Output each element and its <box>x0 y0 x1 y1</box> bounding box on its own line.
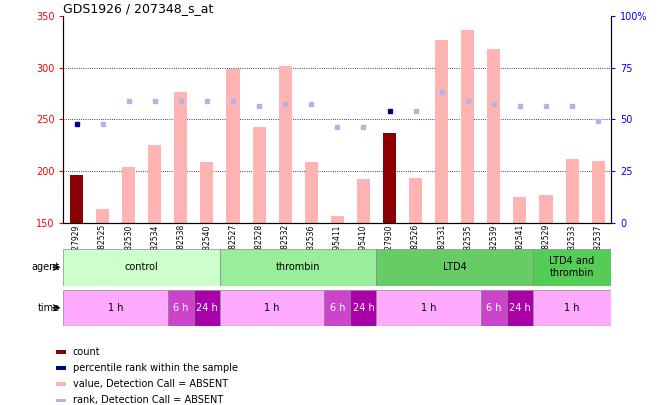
Text: LTD4 and
thrombin: LTD4 and thrombin <box>550 256 595 278</box>
Bar <box>55 350 66 354</box>
Bar <box>122 167 135 223</box>
Bar <box>148 145 161 223</box>
Bar <box>533 249 611 286</box>
Bar <box>63 249 220 286</box>
Bar <box>324 290 351 326</box>
Text: LTD4: LTD4 <box>443 262 466 272</box>
Bar <box>55 382 66 386</box>
Bar <box>55 399 66 402</box>
Text: 1 h: 1 h <box>421 303 436 313</box>
Bar <box>435 40 448 223</box>
Bar <box>540 195 552 223</box>
Bar <box>357 179 370 223</box>
Text: GDS1926 / 207348_s_at: GDS1926 / 207348_s_at <box>63 2 214 15</box>
Bar <box>514 197 526 223</box>
Bar <box>200 162 214 223</box>
Text: 1 h: 1 h <box>265 303 280 313</box>
Text: rank, Detection Call = ABSENT: rank, Detection Call = ABSENT <box>73 395 223 405</box>
Text: 6 h: 6 h <box>486 303 502 313</box>
Bar <box>194 290 220 326</box>
Bar <box>507 290 533 326</box>
Text: thrombin: thrombin <box>276 262 321 272</box>
Bar <box>488 49 500 223</box>
Bar <box>305 162 318 223</box>
Text: time: time <box>38 303 60 313</box>
Bar <box>174 92 187 223</box>
Bar <box>226 69 240 223</box>
Bar <box>279 66 292 223</box>
Bar <box>409 178 422 223</box>
Bar <box>383 133 396 223</box>
Bar <box>377 290 481 326</box>
Text: 24 h: 24 h <box>509 303 531 313</box>
Text: 24 h: 24 h <box>353 303 374 313</box>
Text: count: count <box>73 347 100 357</box>
Text: 24 h: 24 h <box>196 303 218 313</box>
Bar <box>168 290 194 326</box>
Bar <box>481 290 507 326</box>
Text: value, Detection Call = ABSENT: value, Detection Call = ABSENT <box>73 379 228 389</box>
Text: 1 h: 1 h <box>564 303 580 313</box>
Bar <box>331 215 344 223</box>
Bar <box>63 290 168 326</box>
Bar <box>96 209 109 223</box>
Text: percentile rank within the sample: percentile rank within the sample <box>73 363 238 373</box>
Bar <box>220 290 324 326</box>
Text: 6 h: 6 h <box>173 303 188 313</box>
Text: control: control <box>125 262 158 272</box>
Bar <box>55 366 66 370</box>
Bar <box>70 175 83 223</box>
Bar <box>592 161 605 223</box>
Bar <box>220 249 377 286</box>
Text: 1 h: 1 h <box>108 303 124 313</box>
Bar <box>566 159 578 223</box>
Bar <box>377 249 533 286</box>
Bar <box>351 290 377 326</box>
Bar <box>253 127 266 223</box>
Text: agent: agent <box>32 262 60 272</box>
Text: 6 h: 6 h <box>329 303 345 313</box>
Bar <box>533 290 611 326</box>
Bar <box>461 30 474 223</box>
